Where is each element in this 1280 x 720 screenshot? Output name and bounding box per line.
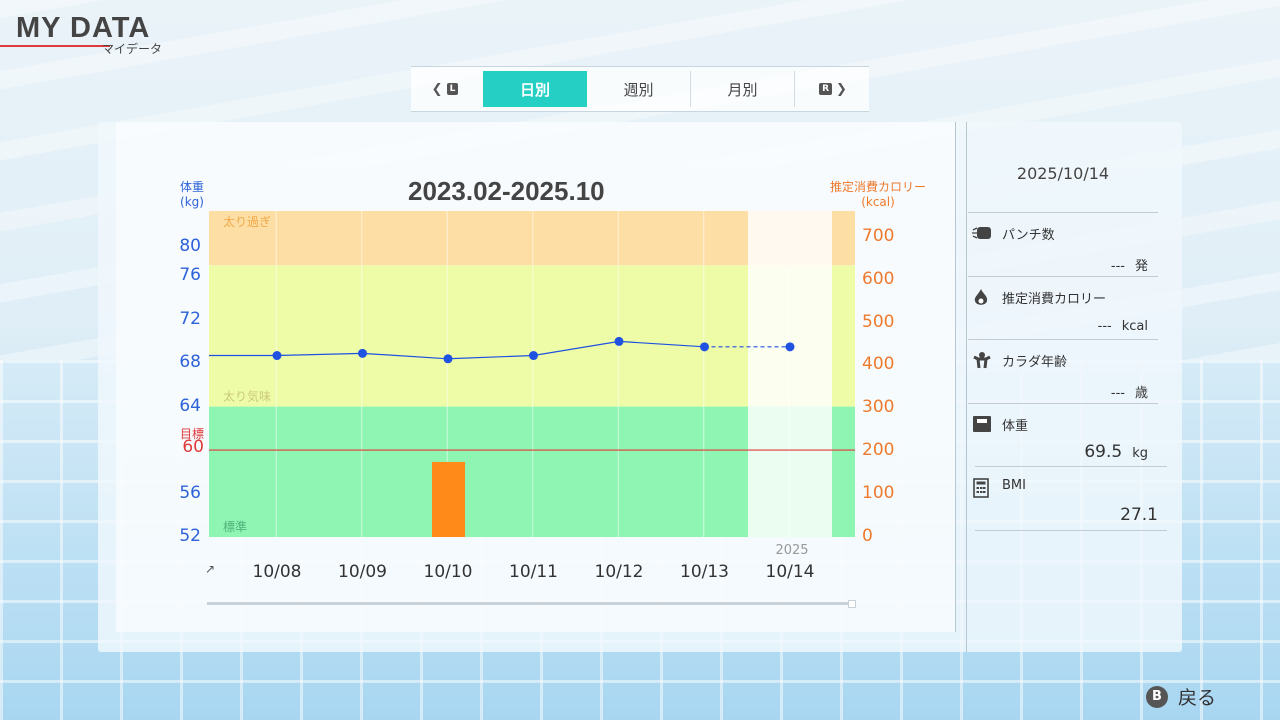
tab-daily[interactable]: 日別 xyxy=(483,71,587,107)
x-tick: 10/10 xyxy=(423,562,473,582)
calorie-bar xyxy=(432,461,465,537)
weight-point xyxy=(614,336,624,346)
side-row-unit: 発 xyxy=(1134,259,1148,274)
side-row-value: 27.1 xyxy=(968,505,1158,525)
y-tick-right: 100 xyxy=(862,483,895,504)
back-label: 戻る xyxy=(1178,687,1217,709)
side-row-label: BMI xyxy=(1002,478,1026,493)
l-button-glyph: L xyxy=(446,83,459,95)
weight-point xyxy=(443,354,453,364)
y-tick-right: 0 xyxy=(862,526,873,546)
r-button-glyph: R xyxy=(819,83,833,95)
y-tick-right: 600 xyxy=(862,268,895,289)
y-tick-right: 300 xyxy=(862,397,895,418)
scrollbar-thumb[interactable] xyxy=(848,600,856,608)
y-tick-left: 80 xyxy=(179,235,201,256)
y-tick-right: 500 xyxy=(862,311,895,332)
side-divider xyxy=(975,529,1167,531)
side-row-number: 27.1 xyxy=(1120,505,1158,525)
y-axis-left-label: 体重 (kg) xyxy=(176,180,208,210)
y-tick-left: 52 xyxy=(179,526,201,546)
x-tick: 10/09 xyxy=(338,562,387,582)
side-row-number: --- xyxy=(1097,318,1112,334)
x-axis-year: 2025 xyxy=(775,543,809,558)
band-label: 太り過ぎ xyxy=(223,214,271,229)
side-divider xyxy=(968,275,1158,277)
band-2 xyxy=(209,406,855,537)
side-row-number: 69.5 xyxy=(1084,441,1123,462)
timeline-scrollbar[interactable] xyxy=(207,600,856,608)
x-tick: 10/08 xyxy=(252,562,302,582)
title-underline xyxy=(0,45,110,47)
tab-monthly[interactable]: 月別 xyxy=(691,71,795,107)
prev-tab-button[interactable]: ❮ L xyxy=(411,71,483,107)
panel-divider-inner xyxy=(966,122,967,652)
weight-point xyxy=(529,351,538,361)
back-button[interactable]: B 戻る xyxy=(1146,683,1216,710)
band-1 xyxy=(209,265,855,407)
band-0 xyxy=(209,211,855,266)
calorie-flame-icon xyxy=(972,288,990,306)
side-row-value: 69.5 kg xyxy=(968,442,1148,462)
side-row-label: パンチ数 xyxy=(1002,228,1055,243)
selected-date: 2025/10/14 xyxy=(1016,164,1110,183)
y-tick-left: 68 xyxy=(179,352,201,373)
side-divider xyxy=(968,212,1158,213)
y-tick-right: 700 xyxy=(862,225,895,246)
weight-point xyxy=(785,342,795,352)
side-row-number: --- xyxy=(1110,386,1125,401)
side-row-label: 推定消費カロリー xyxy=(1002,291,1107,307)
y-axis-right-label: 推定消費カロリー (kcal) xyxy=(818,180,938,210)
side-row-value: --- kcal xyxy=(968,319,1148,334)
period-tabs: ❮ L 日別 週別 月別 R ❯ xyxy=(411,66,869,112)
side-divider xyxy=(975,466,1167,467)
band-label: 太り気味 xyxy=(223,389,271,404)
x-tick: 10/12 xyxy=(594,562,644,582)
next-tab-button[interactable]: R ❯ xyxy=(795,71,867,107)
side-row-unit: 歳 xyxy=(1134,386,1148,401)
scale-icon xyxy=(972,415,991,433)
x-tick: 10/14 xyxy=(765,562,815,582)
page-logo: MY DATA マイデータ xyxy=(0,12,162,56)
y-tick-right: 400 xyxy=(862,354,895,375)
y-axis-right-label-line1: 推定消費カロリー (kcal) xyxy=(829,180,926,209)
body-age-icon xyxy=(972,351,991,369)
goal-value-tick: 60 xyxy=(182,437,204,457)
side-divider xyxy=(968,339,1158,340)
x-tick: 10/11 xyxy=(509,562,558,582)
side-divider xyxy=(968,402,1158,404)
side-row-unit: kcal xyxy=(1121,318,1148,334)
chevron-right-icon: ❯ xyxy=(836,81,847,97)
panel-divider xyxy=(955,122,956,632)
side-row-value: --- 発 xyxy=(968,255,1148,274)
weight-point xyxy=(272,351,282,361)
tab-weekly[interactable]: 週別 xyxy=(587,71,691,107)
side-row-value: --- 歳 xyxy=(968,382,1148,401)
b-button-glyph: B xyxy=(1146,685,1168,708)
weight-point xyxy=(700,342,709,352)
side-row-number: --- xyxy=(1110,259,1125,274)
punch-icon xyxy=(972,224,991,242)
side-row-label: カラダ年齢 xyxy=(1002,355,1068,370)
band-label: 標準 xyxy=(223,519,247,534)
y-tick-right: 200 xyxy=(862,440,895,461)
y-tick-left: 76 xyxy=(179,265,201,286)
y-tick-left: 64 xyxy=(179,395,201,416)
goal-label: 目標 xyxy=(180,427,205,441)
y-axis-left-label-line1: 体重 (kg) xyxy=(179,180,204,209)
calculator-icon xyxy=(972,478,990,498)
page-subtitle: マイデータ xyxy=(102,42,163,56)
y-tick-left: 56 xyxy=(179,482,201,503)
side-row-unit: kg xyxy=(1132,445,1148,461)
x-tick: 10/13 xyxy=(680,562,729,582)
y-tick-left: 72 xyxy=(179,308,201,329)
page-title: MY DATA xyxy=(16,12,151,44)
side-row-label: 体重 xyxy=(1002,418,1029,434)
x-axis-start-marker: ↗ xyxy=(205,562,216,576)
weight-point xyxy=(358,348,367,358)
chevron-left-icon: ❮ xyxy=(431,81,443,97)
selected-day-highlight xyxy=(748,211,832,537)
chart-title: 2023.02-2025.10 xyxy=(408,176,605,206)
